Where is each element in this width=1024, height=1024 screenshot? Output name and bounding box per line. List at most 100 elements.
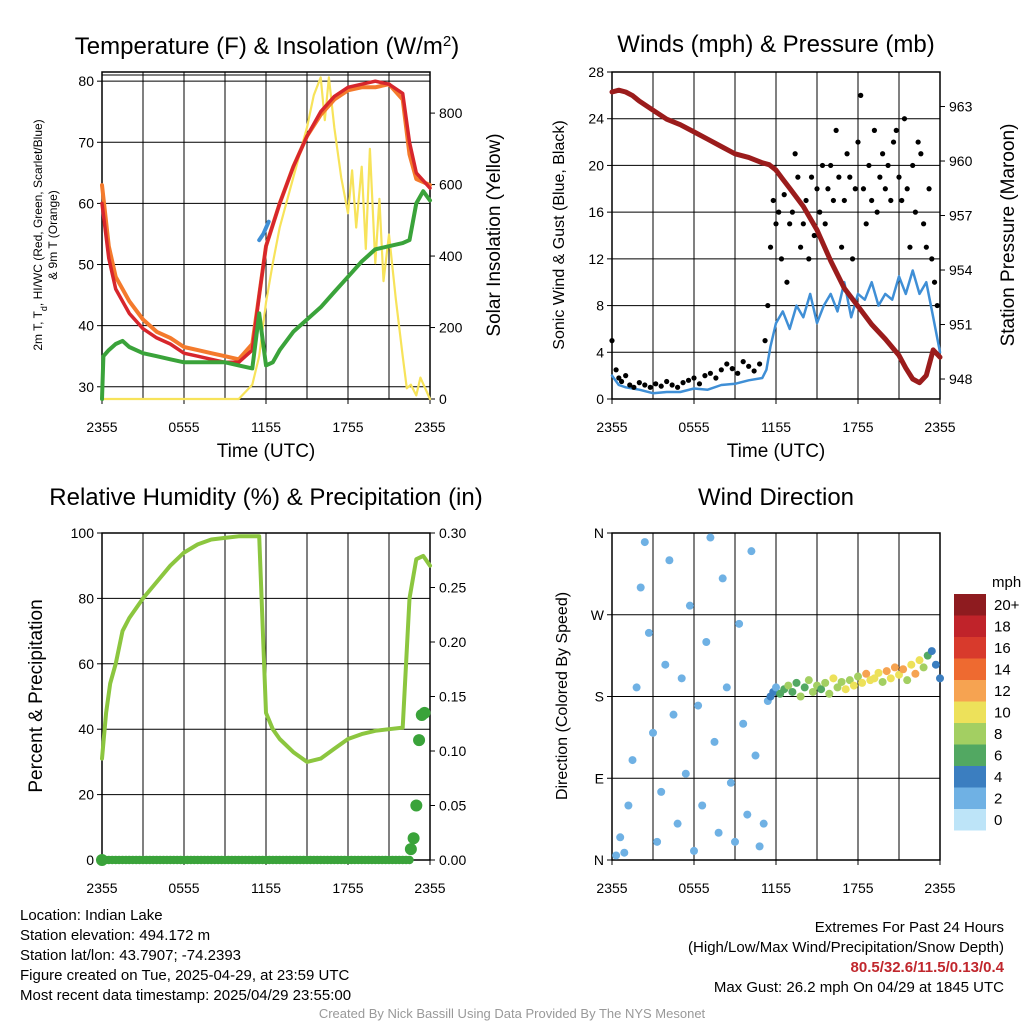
direction-point — [895, 670, 903, 679]
y-right-tick-label: 960 — [949, 153, 973, 169]
data-point-gust — [631, 384, 637, 390]
data-point-gust — [874, 209, 880, 215]
x-tick-label: 2355 — [414, 419, 445, 435]
direction-point — [903, 676, 912, 685]
data-point-gust — [691, 375, 697, 381]
legend-label: 10 — [994, 705, 1011, 722]
y-tick-label: 16 — [588, 204, 604, 220]
data-point-gust — [904, 186, 910, 192]
legend-label: 14 — [994, 662, 1011, 679]
legend-label: 20+ — [994, 597, 1020, 614]
data-point-gust — [833, 127, 839, 133]
direction-point — [739, 719, 748, 728]
data-point-gust — [778, 256, 785, 262]
y-tick-label: 60 — [78, 656, 94, 672]
y-tick-label: 100 — [71, 525, 95, 541]
direction-point — [788, 687, 797, 696]
direction-point — [784, 681, 793, 690]
direction-point — [661, 660, 670, 669]
data-point-gust — [616, 375, 622, 381]
direction-point — [755, 842, 764, 851]
data-point-gust — [855, 139, 861, 145]
y-tick-label: 40 — [78, 721, 94, 737]
data-point-gust — [931, 279, 938, 285]
direction-point — [907, 660, 916, 669]
legend-label: 4 — [994, 769, 1002, 786]
data-point-gust — [910, 162, 916, 169]
y-tick-label: 12 — [588, 251, 604, 267]
data-point-gust — [647, 384, 653, 390]
y-tick-label: E — [595, 770, 604, 786]
direction-point — [796, 692, 805, 701]
data-point-gust — [669, 382, 675, 388]
plot-frame — [101, 71, 431, 400]
data-point-gust — [814, 186, 820, 192]
direction-point — [735, 619, 744, 628]
direction-point — [817, 685, 826, 694]
direction-point — [804, 676, 813, 685]
series-line-feels_like — [257, 219, 271, 243]
y-tick-label: S — [595, 689, 604, 705]
direction-point — [837, 677, 846, 686]
data-point-gust — [819, 162, 826, 169]
direction-point — [878, 677, 887, 686]
direction-point — [849, 681, 858, 690]
legend-label: 12 — [994, 683, 1011, 700]
direction-point — [821, 678, 830, 687]
y-right-tick-label: 0.05 — [439, 798, 466, 814]
data-point-gust — [852, 186, 858, 192]
legend-label: 6 — [994, 748, 1002, 765]
data-point-gust — [718, 367, 724, 373]
data-point-gust — [787, 221, 793, 227]
direction-point — [644, 628, 653, 637]
direction-point — [915, 656, 924, 665]
data-point-gust — [740, 359, 746, 365]
data-point-gust — [702, 373, 708, 379]
y-axis-label-line2: & 9m T (Orange) — [46, 190, 60, 280]
data-point-gust — [871, 127, 878, 133]
plot-frame — [611, 71, 941, 400]
data-point-gust — [912, 209, 919, 215]
data-point-gust — [795, 174, 801, 180]
credit-line: Created By Nick Bassill Using Data Provi… — [318, 1006, 706, 1021]
direction-point — [612, 851, 621, 860]
direction-point — [690, 846, 698, 855]
direction-point — [772, 683, 780, 692]
direction-point — [669, 710, 678, 719]
data-point-gust — [839, 244, 845, 250]
x-tick-label: 1155 — [251, 419, 281, 435]
direction-point — [685, 601, 694, 610]
direction-point — [726, 778, 735, 787]
y-tick-label: N — [594, 525, 604, 541]
x-tick-label: 2355 — [414, 880, 445, 896]
direction-point — [833, 683, 842, 692]
direction-point — [710, 737, 719, 746]
legend-swatch — [954, 658, 986, 680]
legend-swatch — [954, 680, 986, 702]
data-point-precip — [410, 799, 423, 812]
y-right-tick-label: 948 — [949, 371, 973, 387]
series-line-temp2m — [100, 79, 432, 365]
x-tick-label: 0555 — [168, 419, 199, 435]
direction-point — [886, 674, 895, 683]
direction-point — [743, 810, 752, 819]
x-tick-label: 1155 — [251, 880, 281, 896]
y-tick-label: 8 — [596, 298, 604, 314]
direction-point — [624, 801, 633, 810]
data-point-gust — [882, 186, 888, 192]
data-point-gust — [926, 186, 932, 192]
y-tick-label: 0 — [596, 391, 604, 407]
title-superscript: 2 — [443, 33, 451, 50]
data-point-gust — [877, 174, 883, 180]
legend-swatch — [954, 766, 986, 788]
y-tick-label: 40 — [78, 318, 94, 334]
y-tick-label: 80 — [78, 590, 94, 606]
data-point-gust — [806, 256, 812, 262]
data-point-gust — [841, 197, 847, 204]
y-tick-label: 20 — [588, 157, 604, 173]
data-point-precip — [96, 854, 108, 866]
direction-point — [792, 678, 801, 687]
data-point-gust — [735, 370, 741, 376]
plot-frame — [611, 532, 941, 861]
direction-point — [657, 787, 666, 796]
